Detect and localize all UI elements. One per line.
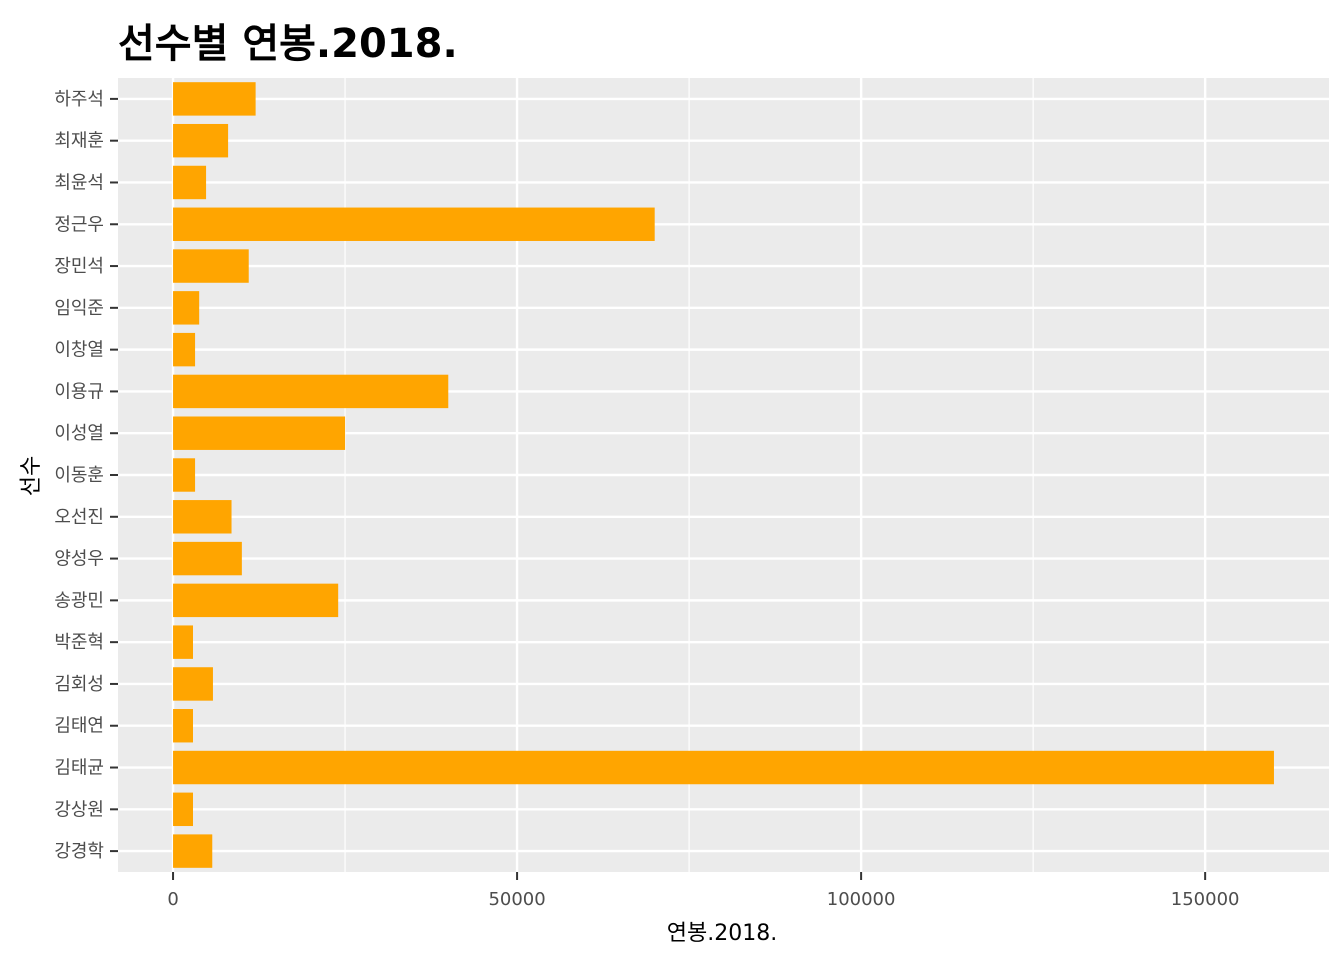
x-tick-label: 100000 [827,889,896,910]
y-tick-label: 김회성 [54,674,104,695]
bar [173,750,1274,785]
bar [173,625,193,659]
bar [173,541,242,576]
bar [173,416,346,450]
y-tick-label: 이창열 [54,340,104,361]
bar [173,374,449,409]
y-tick-label: 송광민 [54,590,104,611]
bar [173,82,256,116]
y-axis-title: 선수 [19,456,44,496]
y-tick-label: 최재훈 [54,131,104,152]
bar [173,207,655,241]
bar [173,332,196,367]
bars [173,82,1274,868]
bar [173,583,339,618]
y-tick-label: 임익준 [54,298,104,319]
bar [173,500,232,534]
bar [173,249,249,283]
y-tick-label: 김태연 [54,716,104,737]
y-tick-label: 강경학 [54,841,104,862]
x-tick-label: 50000 [488,889,545,910]
bar [173,458,196,492]
y-tick-label: 박준혁 [54,632,104,653]
bar [173,834,213,868]
bar [173,709,193,743]
bar [173,123,229,158]
x-tick-label: 0 [167,889,178,910]
bar [173,792,193,827]
y-tick-label: 장민석 [54,256,104,277]
bar [173,667,213,701]
bar [173,291,200,325]
y-tick-label: 양성우 [54,549,104,570]
chart-title: 선수별 연봉.2018. [118,21,458,67]
y-tick-label: 하주석 [54,89,104,110]
x-axis-title: 연봉.2018. [667,921,777,946]
y-tick-label: 정근우 [54,214,104,235]
x-tick-label: 150000 [1171,889,1240,910]
y-tick-label: 이용규 [54,381,104,402]
y-axis: 강경학 강상원 김태균 김태연 김회성 박준혁 송광민 양성우 오선진 이동훈 이성열 이용규 이창열 임… [54,89,118,862]
y-tick-label: 강상원 [54,799,104,820]
y-tick-label: 최윤석 [54,172,104,193]
bar [173,165,207,200]
y-tick-label: 이동훈 [54,465,104,486]
y-tick-label: 김태균 [54,758,104,779]
y-tick-label: 이성열 [54,423,104,444]
x-axis: 0 50000 100000 150000 [167,872,1240,910]
y-tick-label: 오선진 [54,507,104,528]
